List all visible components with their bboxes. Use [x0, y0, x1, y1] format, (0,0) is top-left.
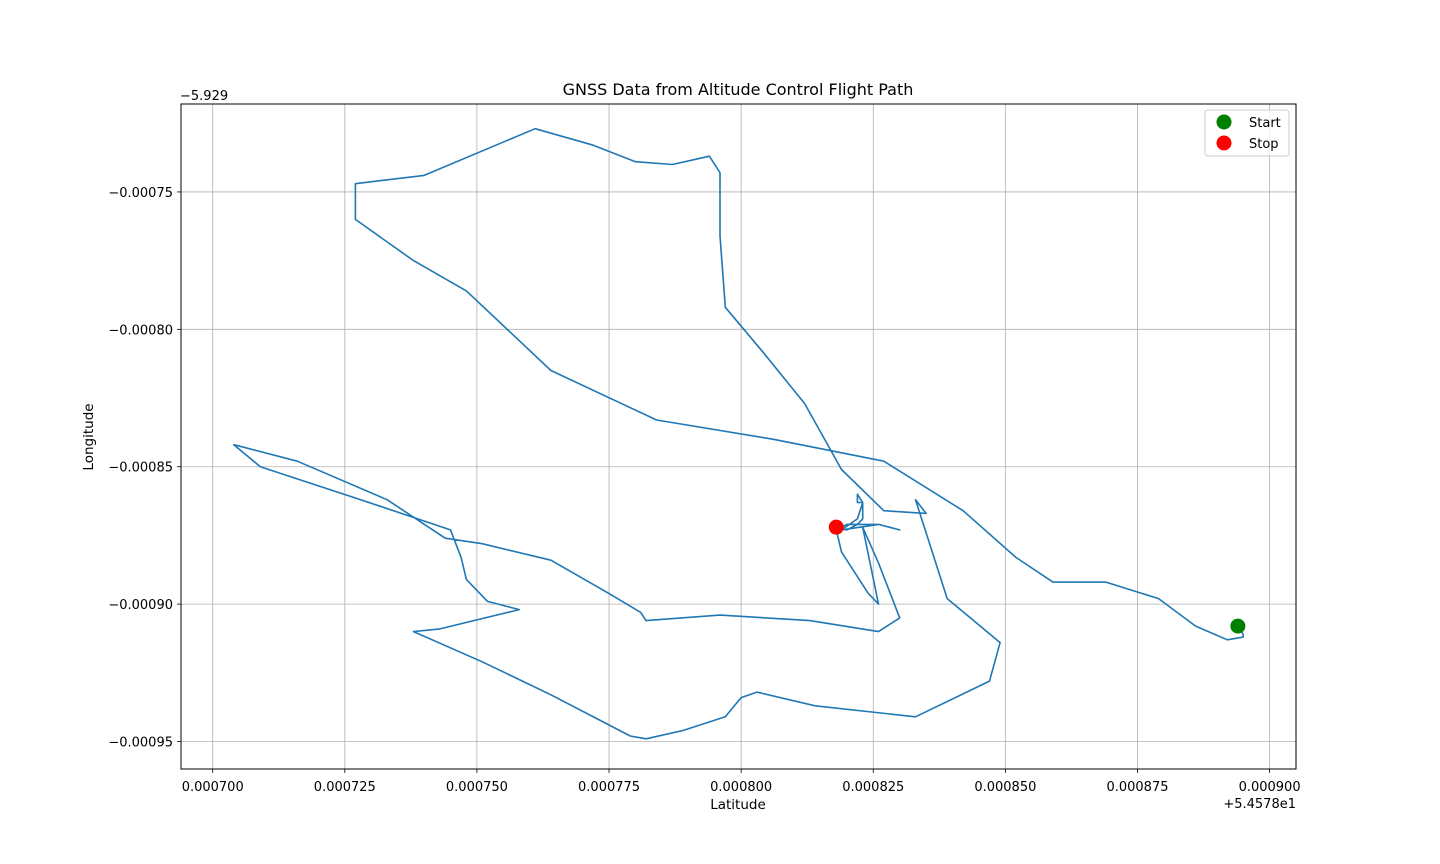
y-tick-label: −0.00085 — [108, 461, 173, 476]
grid-lines — [181, 104, 1296, 769]
x-axis-ticks: 0.000700 0.000725 0.000750 0.000775 0.000800… — [182, 769, 1301, 795]
y-tick-label: −0.00080 — [108, 323, 173, 338]
y-tick-label: −0.00090 — [108, 598, 173, 613]
legend: Start Stop — [1204, 109, 1290, 157]
x-tick-label: 0.000875 — [1106, 780, 1168, 795]
x-tick-label: 0.000775 — [578, 780, 640, 795]
x-tick-label: 0.000700 — [182, 780, 244, 795]
legend-marker-start — [1216, 114, 1232, 130]
y-tick-label: −0.00095 — [108, 736, 173, 751]
y-offset-label: −5.929 — [180, 89, 228, 104]
x-tick-label: 0.000825 — [842, 780, 904, 795]
x-tick-label: 0.000725 — [314, 780, 376, 795]
x-tick-label: 0.000850 — [974, 780, 1036, 795]
x-offset-label: +5.4578e1 — [1223, 797, 1296, 812]
series-layer — [233, 127, 1244, 740]
x-tick-label: 0.000750 — [446, 780, 508, 795]
y-tick-label: −0.00075 — [108, 186, 173, 201]
chart-title: GNSS Data from Altitude Control Flight P… — [563, 80, 914, 99]
plot-frame — [180, 103, 1297, 770]
marker-layer — [828, 519, 1246, 634]
x-tick-label: 0.000900 — [1239, 780, 1301, 795]
x-axis-label: Latitude — [710, 797, 766, 813]
y-axis-ticks: −0.00075 −0.00080 −0.00085 −0.00090 −0.00095 — [108, 186, 181, 751]
start-marker — [1230, 618, 1246, 634]
flight-path-line — [233, 127, 1244, 740]
legend-label-stop: Stop — [1249, 137, 1279, 152]
legend-label-start: Start — [1249, 116, 1281, 131]
x-tick-label: 0.000800 — [710, 780, 772, 795]
stop-marker — [828, 519, 844, 535]
legend-marker-stop — [1216, 135, 1232, 151]
y-axis-label: Longitude — [81, 403, 97, 470]
